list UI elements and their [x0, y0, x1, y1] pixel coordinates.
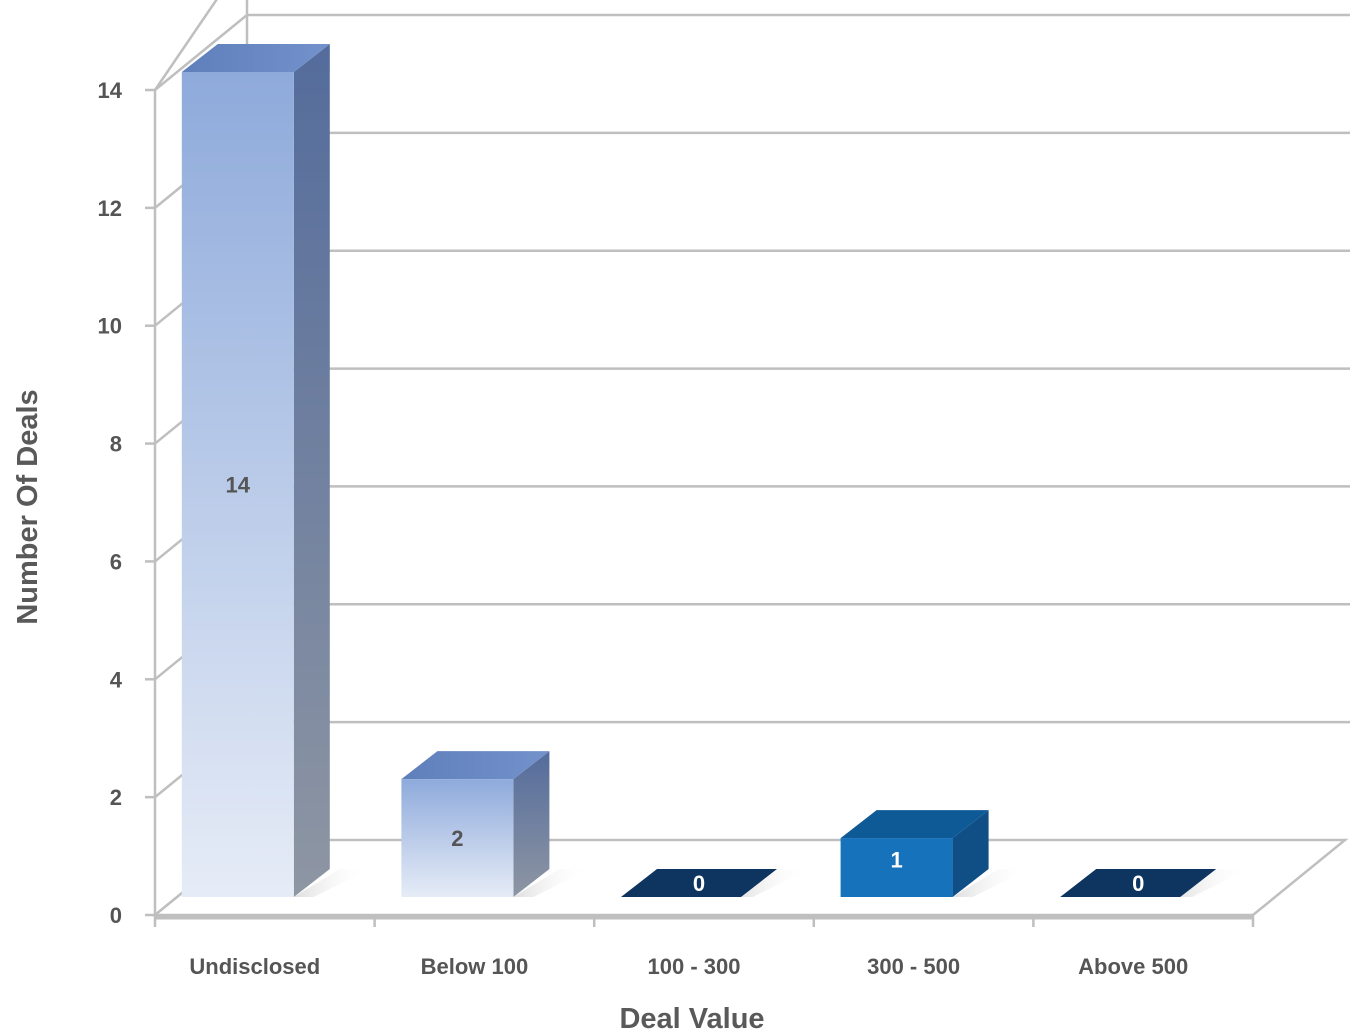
- bar-shadow: [293, 869, 370, 897]
- bar-top: [840, 810, 989, 839]
- y-axis-title: Number Of Deals: [12, 389, 44, 624]
- bar-top: [181, 44, 330, 72]
- bar-shadow: [952, 869, 1029, 897]
- bar-side: [293, 44, 330, 897]
- y-tick-label: 8: [110, 432, 122, 457]
- bar: [840, 838, 953, 897]
- bar-shadow: [733, 869, 809, 897]
- data-label: 2: [451, 826, 463, 851]
- grid: [151, 0, 1350, 917]
- bar-shadow: [513, 869, 590, 897]
- bars: [181, 44, 1249, 897]
- y-tick-label: 14: [98, 78, 123, 103]
- bar: [401, 779, 514, 897]
- bar-side: [952, 810, 989, 897]
- bar: [181, 72, 294, 897]
- data-label: 14: [226, 473, 251, 498]
- y-tick-label: 10: [98, 314, 122, 339]
- data-label: 0: [1132, 871, 1144, 896]
- x-tick-label: Below 100: [421, 954, 529, 979]
- axes: [145, 88, 1255, 927]
- y-tick-label: 0: [110, 903, 122, 928]
- x-tick-label: 100 - 300: [648, 954, 741, 979]
- side-wall-gridline: [154, 14, 248, 91]
- bar: [1060, 869, 1217, 897]
- x-tick-label: 300 - 500: [867, 954, 960, 979]
- y-tick-label: 2: [110, 785, 122, 810]
- x-axis-title: Deal Value: [619, 1003, 764, 1035]
- bar-side: [513, 751, 550, 897]
- x-tick-label: Above 500: [1078, 954, 1188, 979]
- bar-shadow: [1172, 869, 1249, 897]
- side-wall-top: [153, 0, 218, 91]
- x-tick-label: Undisclosed: [189, 954, 320, 979]
- data-label: 0: [693, 871, 705, 896]
- y-tick-label: 4: [110, 667, 123, 692]
- y-tick-label: 12: [98, 196, 122, 221]
- data-label: 1: [890, 848, 902, 873]
- y-tick-label: 6: [110, 549, 122, 574]
- bar-top: [401, 751, 550, 780]
- bar: [621, 869, 777, 897]
